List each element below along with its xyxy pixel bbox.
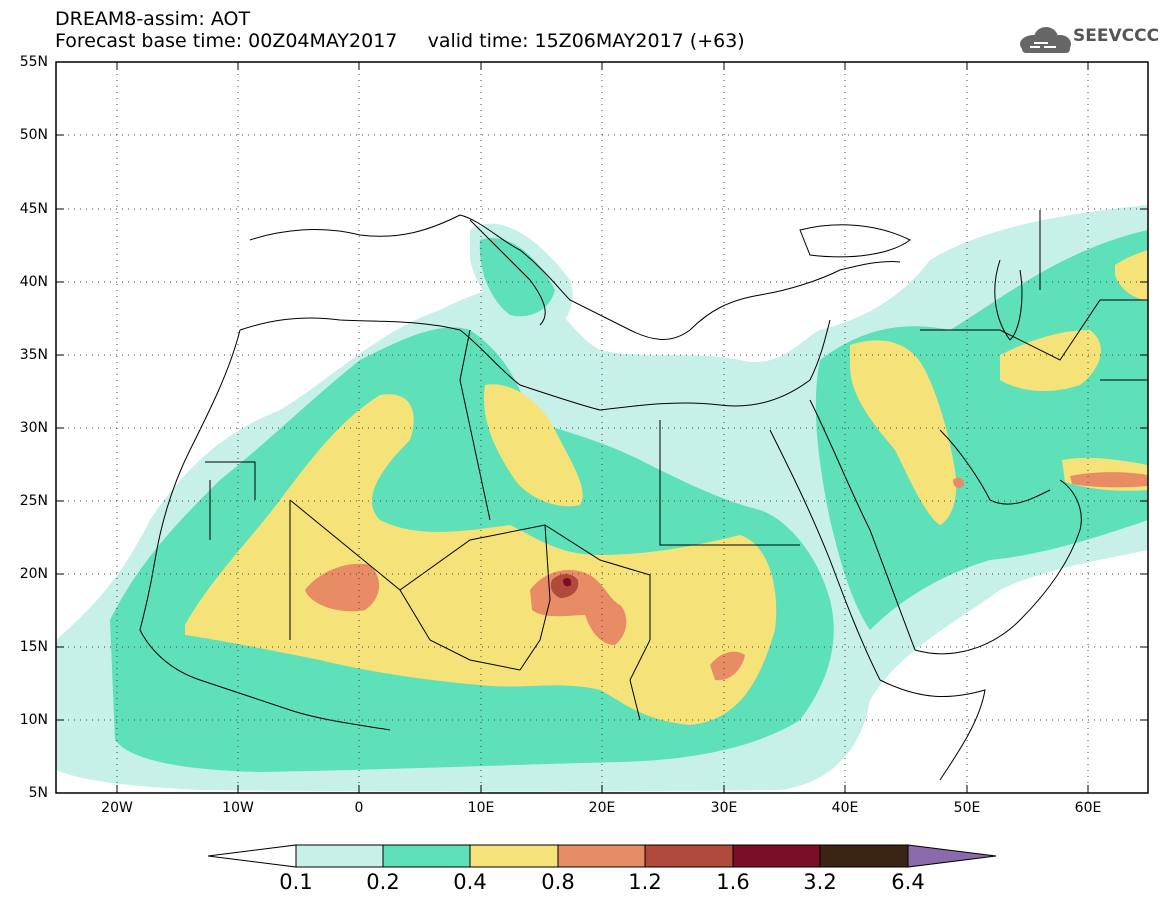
lon-label: 10W bbox=[222, 800, 254, 816]
valid-time: valid time: 15Z06MAY2017 (+63) bbox=[427, 30, 745, 52]
lat-label: 40N bbox=[19, 274, 48, 290]
lat-label: 10N bbox=[19, 712, 48, 728]
lat-label: 15N bbox=[19, 639, 48, 655]
lat-label: 45N bbox=[19, 201, 48, 217]
colorbar-label: 6.4 bbox=[891, 870, 925, 894]
lon-label: 0 bbox=[354, 800, 364, 816]
lat-label: 55N bbox=[19, 54, 48, 70]
colorbar bbox=[207, 844, 997, 868]
lon-label: 20E bbox=[588, 800, 616, 816]
map-title: DREAM8-assim: AOT Forecast base time: 00… bbox=[55, 8, 745, 52]
colorbar-swatch-over bbox=[907, 844, 997, 868]
lon-label: 60E bbox=[1074, 800, 1102, 816]
lon-label: 50E bbox=[953, 800, 981, 816]
colorbar-swatch-4 bbox=[644, 844, 734, 868]
lat-label: 20N bbox=[19, 566, 48, 582]
colorbar-label: 0.2 bbox=[366, 870, 400, 894]
cloud-icon bbox=[1020, 27, 1071, 53]
lat-label: 35N bbox=[19, 347, 48, 363]
lat-label: 50N bbox=[19, 127, 48, 143]
colorbar-swatch-under bbox=[207, 844, 297, 868]
colorbar-swatch-5 bbox=[732, 844, 821, 868]
lat-label: 25N bbox=[19, 493, 48, 509]
lon-label: 20W bbox=[101, 800, 133, 816]
lon-label: 30E bbox=[710, 800, 738, 816]
lat-label: 30N bbox=[19, 420, 48, 436]
lon-label: 40E bbox=[831, 800, 859, 816]
colorbar-label: 0.4 bbox=[453, 870, 487, 894]
colorbar-label: 1.2 bbox=[628, 870, 662, 894]
logo-text: SEEVCCC bbox=[1073, 26, 1160, 46]
forecast-base-time: Forecast base time: 00Z04MAY2017 bbox=[55, 30, 398, 52]
colorbar-swatch-6 bbox=[819, 844, 909, 868]
colorbar-label: 0.1 bbox=[279, 870, 313, 894]
title-line-1: DREAM8-assim: AOT bbox=[55, 8, 251, 30]
colorbar-swatch-1 bbox=[382, 844, 471, 868]
colorbar-swatch-0 bbox=[295, 844, 384, 868]
lat-label: 5N bbox=[28, 785, 48, 801]
colorbar-swatch-3 bbox=[557, 844, 646, 868]
colorbar-label: 3.2 bbox=[803, 870, 837, 894]
colorbar-label: 0.8 bbox=[541, 870, 575, 894]
colorbar-label: 1.6 bbox=[716, 870, 750, 894]
lon-label: 10E bbox=[467, 800, 495, 816]
colorbar-swatch-2 bbox=[469, 844, 559, 868]
